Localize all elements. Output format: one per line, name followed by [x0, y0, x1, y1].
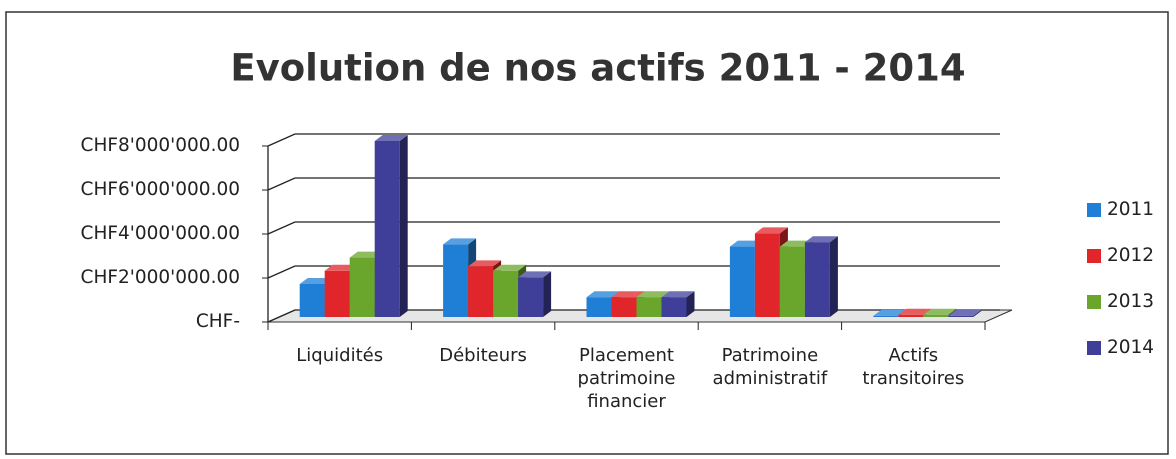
bar-front	[636, 297, 662, 317]
bar-front	[586, 297, 612, 317]
grid-line-side	[267, 309, 296, 323]
bar-front	[611, 297, 637, 317]
legend-swatch	[1087, 341, 1101, 355]
bar-top	[636, 291, 670, 298]
bar-top	[948, 309, 982, 316]
legend-swatch	[1087, 249, 1101, 263]
grid-line-side	[267, 265, 296, 279]
bar	[518, 271, 552, 317]
legend-swatch	[1087, 295, 1101, 309]
bar-front	[661, 297, 687, 317]
bar-top	[611, 291, 645, 298]
bar-front	[299, 284, 325, 317]
y-tick-label: CHF-	[196, 311, 240, 332]
bar-top	[779, 240, 813, 247]
bar-top	[661, 291, 695, 298]
bar-front	[518, 277, 544, 317]
y-tick-label: CHF2'000'000.00	[81, 267, 240, 288]
bar-top	[923, 308, 957, 315]
legend-swatch	[1087, 203, 1101, 217]
y-tick-label: CHF4'000'000.00	[81, 223, 240, 244]
bar-top	[754, 227, 788, 234]
chart-title: Evolution de nos actifs 2011 - 2014	[230, 47, 965, 90]
bar-top	[493, 264, 527, 271]
legend-label: 2011	[1107, 199, 1154, 220]
bar-front	[493, 270, 519, 317]
bar-top	[898, 308, 932, 315]
legend-label: 2012	[1107, 245, 1154, 266]
grid-line-side	[267, 221, 296, 235]
bar-side	[829, 236, 838, 317]
legend-label: 2014	[1107, 337, 1154, 358]
bar-front	[324, 270, 350, 317]
bar-top	[518, 271, 552, 278]
bar-front	[374, 141, 400, 317]
x-tick-label: Débiteurs	[439, 345, 527, 366]
chart-frame	[5, 11, 1169, 455]
x-tick-label: Patrimoine administratif	[712, 345, 828, 389]
bar-front	[468, 266, 494, 317]
bar-top	[804, 236, 838, 243]
bar-top	[873, 309, 907, 316]
bar-top	[729, 240, 763, 247]
grid-line-side	[267, 133, 296, 147]
bar-top	[443, 238, 477, 245]
y-tick-label: CHF8'000'000.00	[81, 135, 240, 156]
bar-top	[586, 291, 620, 298]
bar-top	[299, 278, 333, 284]
bar-side	[973, 309, 982, 317]
bar-side	[686, 291, 695, 317]
bar	[661, 291, 695, 317]
bar-front	[779, 246, 805, 317]
y-tick-label: CHF6'000'000.00	[81, 179, 240, 200]
bar-top	[324, 264, 358, 271]
legend-label: 2013	[1107, 291, 1154, 312]
bar-front	[729, 246, 755, 317]
x-tick-label: Liquidités	[296, 345, 384, 366]
bar-side	[399, 135, 408, 317]
bar-top	[468, 260, 502, 267]
bar-front	[898, 314, 924, 317]
bar	[948, 309, 982, 317]
bar-front	[754, 233, 780, 317]
x-tick-label: Actifs transitoires	[862, 345, 965, 389]
bar-front	[443, 244, 469, 317]
bar-top	[349, 251, 383, 258]
bar-front	[948, 315, 974, 317]
bar-front	[804, 242, 830, 317]
bar-side	[543, 271, 552, 317]
bar-front	[349, 257, 375, 317]
bar	[804, 236, 838, 317]
grid-line-side	[267, 177, 296, 191]
bar-front	[873, 315, 899, 317]
bar-top	[374, 135, 408, 141]
bar	[374, 135, 408, 317]
x-tick-label: Placement patrimoine financier	[577, 345, 676, 412]
bar-front	[923, 314, 949, 317]
